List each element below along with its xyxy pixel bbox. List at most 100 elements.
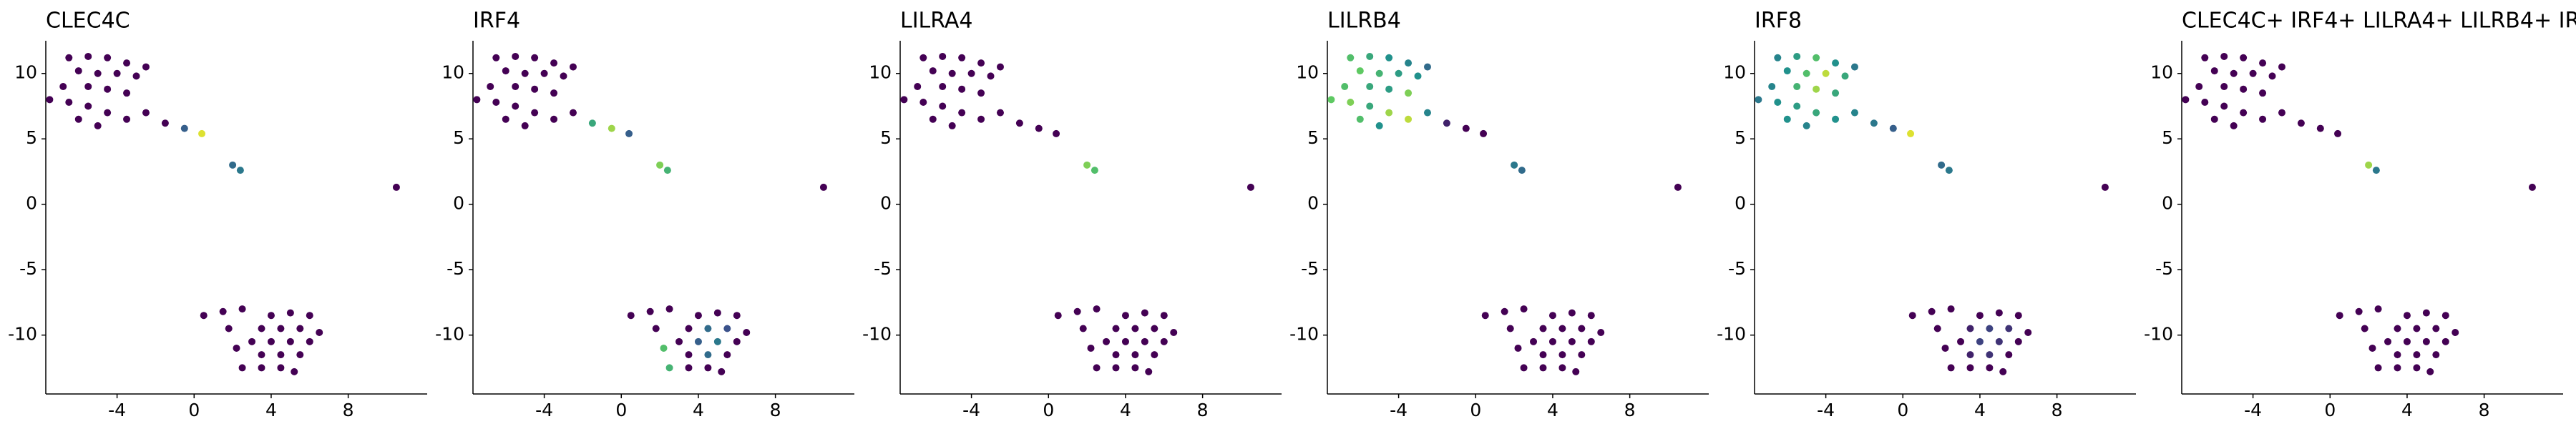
point [996, 109, 1004, 117]
point [1572, 368, 1580, 375]
point [743, 329, 751, 337]
point [2365, 161, 2373, 169]
point [1530, 337, 1538, 345]
y-tick-label: 5 [26, 127, 37, 148]
point [316, 329, 323, 337]
point [258, 351, 265, 359]
y-tick-label: 0 [2162, 193, 2173, 214]
point [1941, 344, 1949, 352]
y-tick-label: 0 [880, 193, 892, 214]
y-tick-label: 5 [1735, 127, 1746, 148]
x-tick-label: 0 [2324, 400, 2336, 420]
point [550, 115, 558, 123]
point [1131, 364, 1139, 372]
y-tick-label: -5 [2155, 258, 2173, 279]
point [473, 96, 481, 104]
point [704, 325, 712, 332]
point [286, 337, 294, 345]
point [1443, 119, 1450, 127]
point [1083, 161, 1091, 169]
point [1999, 368, 2007, 375]
x-tick-label: -4 [2244, 400, 2262, 420]
point [267, 337, 275, 345]
point [180, 124, 188, 132]
point [2422, 309, 2430, 317]
point [1986, 325, 1994, 332]
y-tick-label: 10 [1723, 62, 1746, 83]
point [958, 109, 966, 117]
point [656, 161, 664, 169]
point [296, 351, 304, 359]
point [492, 98, 500, 106]
point [1539, 364, 1547, 372]
point [718, 368, 726, 375]
point [2201, 98, 2209, 106]
point [1103, 337, 1111, 345]
point [627, 312, 635, 320]
point [1774, 54, 1782, 61]
point [1558, 351, 1566, 359]
point [2413, 351, 2421, 359]
point [1995, 337, 2003, 345]
point [919, 98, 927, 106]
point [665, 364, 673, 372]
point [238, 364, 246, 372]
point [512, 83, 519, 91]
point [258, 364, 265, 372]
y-tick-label: 0 [1735, 193, 1746, 214]
x-tick-label: -4 [1390, 400, 1407, 420]
point [2210, 67, 2218, 75]
point [2005, 325, 2013, 332]
point [1802, 122, 1810, 129]
point [2210, 115, 2218, 123]
point [1035, 124, 1043, 132]
point [1832, 115, 1840, 123]
point [487, 83, 494, 91]
point [1462, 124, 1470, 132]
point [1356, 115, 1364, 123]
point [1141, 337, 1148, 345]
point [1768, 83, 1776, 91]
point [277, 364, 285, 372]
point [1548, 337, 1556, 345]
point [1947, 364, 1955, 372]
point [392, 183, 400, 191]
point [1558, 364, 1566, 372]
point [2441, 312, 2449, 320]
y-tick-label: 10 [14, 62, 37, 83]
point [2441, 337, 2449, 345]
point [2432, 351, 2440, 359]
point [1506, 325, 1514, 332]
point [286, 309, 294, 317]
y-tick-label: -5 [19, 258, 37, 279]
point [948, 69, 956, 77]
point [94, 69, 102, 77]
point [2355, 307, 2363, 315]
point [652, 325, 660, 332]
point [723, 351, 731, 359]
point [2372, 167, 2380, 174]
point [113, 69, 121, 77]
point [123, 115, 131, 123]
point [1093, 305, 1101, 313]
point [277, 325, 285, 332]
point [2268, 72, 2276, 80]
point [939, 52, 947, 60]
point [1385, 54, 1393, 61]
point [306, 337, 313, 345]
point [929, 115, 937, 123]
point [1947, 305, 1955, 313]
point [2195, 83, 2203, 91]
x-tick-label: 4 [2401, 400, 2413, 420]
point [1151, 325, 1158, 332]
point [1578, 351, 1586, 359]
point [2403, 312, 2411, 320]
x-tick-label: 8 [1197, 400, 1209, 420]
point [1405, 89, 1413, 97]
point [1121, 337, 1129, 345]
panel-title: IRF8 [1755, 9, 1802, 34]
point [550, 59, 558, 67]
point [1597, 329, 1605, 337]
point [977, 89, 985, 97]
point [1568, 337, 1576, 345]
